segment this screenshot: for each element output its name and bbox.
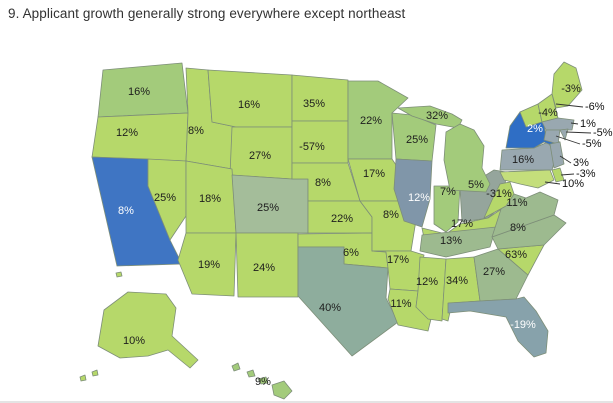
state-label-MN: 22%: [360, 115, 382, 127]
state-label-KY: 17%: [451, 218, 473, 230]
state-shape-GA: [473, 248, 529, 302]
state-label-MS: 12%: [416, 276, 438, 288]
state-label-CT: -5%: [582, 138, 602, 150]
state-label-WV: -31%: [486, 188, 512, 200]
state-shape-WI: [391, 112, 437, 162]
state-label-OK: 6%: [343, 247, 359, 259]
state-label-MI: 32%: [426, 110, 448, 122]
state-label-WI: 25%: [406, 134, 428, 146]
state-label-GA: 27%: [483, 266, 505, 278]
state-label-IL: 12%: [408, 192, 430, 204]
state-shape-NV: [147, 158, 187, 241]
state-shape-DE: [551, 167, 565, 183]
state-label-NC: 8%: [510, 222, 526, 234]
state-label-MO: 8%: [383, 209, 399, 221]
state-label-NE: 8%: [315, 177, 331, 189]
state-label-WY: 27%: [249, 150, 271, 162]
state-label-NY: 2%: [527, 123, 543, 135]
state-label-RI: -5%: [593, 127, 613, 139]
hawaii-islet: [246, 369, 256, 378]
state-shape-MS: [415, 256, 447, 322]
bottom-divider: [0, 401, 613, 403]
state-label-KS: 22%: [331, 213, 353, 225]
state-shape-WV: [483, 181, 515, 219]
state-label-HI: 9%: [255, 376, 271, 388]
state-label-ID: 8%: [188, 125, 204, 137]
aleutian-islet: [91, 369, 99, 377]
state-shape-AZ: [177, 232, 237, 297]
state-label-NJ: 3%: [573, 157, 589, 169]
state-shape-MA: [541, 117, 575, 131]
state-label-OH: 5%: [468, 179, 484, 191]
state-label-DE: -3%: [576, 168, 596, 180]
state-shape-TN: [419, 226, 497, 258]
state-label-CO: 25%: [257, 202, 279, 214]
state-label-LA: 11%: [390, 298, 411, 310]
hawaii-islet: [231, 362, 241, 372]
state-label-SC: 63%: [505, 249, 527, 261]
state-label-NV: 25%: [154, 192, 176, 204]
state-label-IN: 7%: [440, 186, 456, 198]
state-label-AR: 17%: [387, 254, 409, 266]
state-label-TX: 40%: [319, 302, 341, 314]
state-shape-NJ: [549, 141, 565, 169]
callout-line-MD: [544, 181, 561, 185]
state-label-WA: 16%: [128, 86, 150, 98]
callout-line-NJ: [559, 155, 572, 164]
chart-title: 9. Applicant growth generally strong eve…: [8, 6, 406, 21]
state-label-AL: 34%: [446, 275, 468, 287]
state-label-NH: -6%: [585, 101, 605, 113]
michigan-lower-peninsula: [443, 123, 491, 193]
state-label-PA: 16%: [512, 154, 534, 166]
state-label-UT: 18%: [199, 193, 221, 205]
state-label-NM: 24%: [253, 262, 275, 274]
state-shape-NM: [235, 232, 299, 298]
state-shape-TX: [297, 246, 399, 357]
state-label-CA: 8%: [118, 205, 134, 217]
state-label-ME: -3%: [561, 83, 581, 95]
callout-line-CT: [555, 135, 581, 145]
state-label-SD: -57%: [299, 141, 325, 153]
state-label-VA: 11%: [506, 197, 527, 209]
state-shape-AK: [97, 291, 199, 369]
state-shape-OR: [91, 112, 189, 162]
state-label-TN: 13%: [440, 235, 462, 247]
callout-line-RI: [565, 131, 592, 134]
hawaii-islet: [257, 376, 269, 385]
state-label-ND: 35%: [303, 98, 325, 110]
callout-line-MA: [570, 122, 579, 125]
state-label-MA: 1%: [580, 118, 596, 130]
state-shape-ME: [551, 61, 583, 109]
state-label-MD: 10%: [562, 178, 584, 190]
state-shape-HI: [271, 380, 293, 400]
callout-line-NH: [555, 103, 584, 108]
state-label-AK: 10%: [123, 335, 145, 347]
state-label-AZ: 19%: [198, 259, 220, 271]
aleutian-islet: [79, 374, 87, 382]
state-shape-IL: [393, 158, 433, 228]
channel-islet: [115, 271, 123, 278]
state-shape-FL: [447, 296, 549, 358]
state-label-MT: 16%: [238, 99, 260, 111]
state-shape-RI: [559, 128, 569, 141]
state-label-FL: -19%: [510, 319, 536, 331]
state-label-OR: 12%: [116, 127, 138, 139]
callout-line-DE: [560, 173, 575, 176]
state-label-IA: 17%: [363, 168, 385, 180]
state-shape-MD: [499, 169, 555, 189]
state-label-VT: -4%: [538, 107, 558, 119]
